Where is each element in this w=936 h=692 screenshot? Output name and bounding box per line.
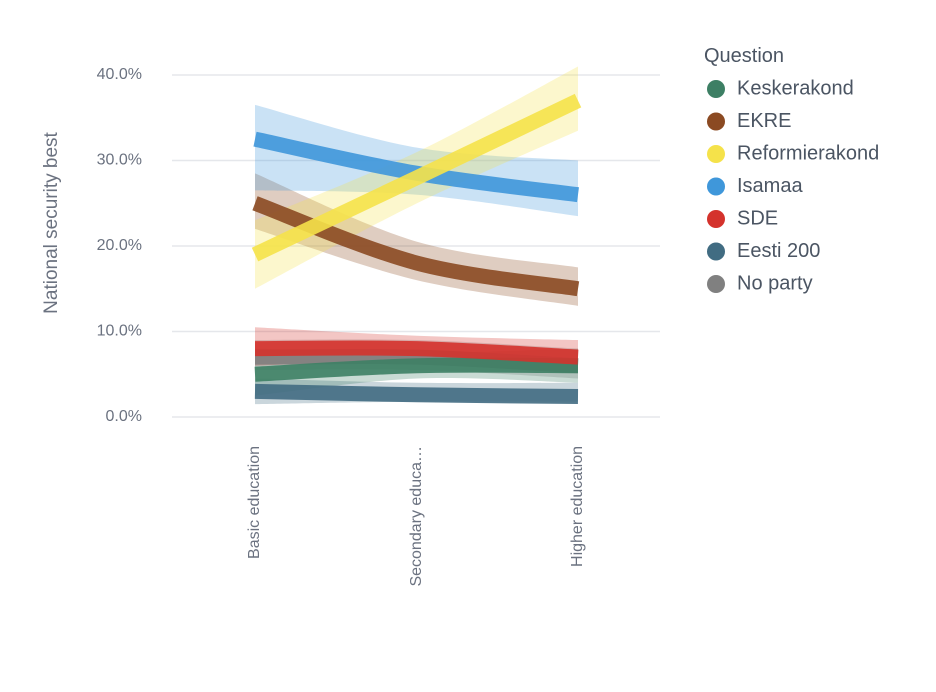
- x-tick-label: Higher education: [569, 446, 586, 567]
- x-tick-label: Secondary educa…: [408, 446, 425, 587]
- grid: [172, 74, 660, 418]
- legend-title: Question: [704, 45, 784, 67]
- legend-label: No party: [737, 272, 813, 294]
- legend-label: EKRE: [737, 110, 791, 132]
- legend-label: Reformierakond: [737, 142, 879, 164]
- x-tick-label: Basic education: [246, 446, 263, 559]
- legend-item-ekre: EKRE: [707, 110, 791, 132]
- legend-item-isamaa: Isamaa: [707, 175, 803, 197]
- legend-swatch: [707, 275, 725, 293]
- legend-swatch: [707, 177, 725, 196]
- legend-item-keskerakond: Keskerakond: [707, 77, 854, 99]
- line-sde: [254, 340, 579, 365]
- y-axis-ticks: 0.0% 10.0% 20.0% 30.0% 40.0%: [97, 66, 142, 425]
- line-ekre: [252, 196, 580, 297]
- line-reformierakond: [251, 93, 582, 262]
- legend-item-reformierakond: Reformierakond: [707, 142, 879, 164]
- legend-label: Keskerakond: [737, 77, 854, 99]
- legend-item-sde: SDE: [707, 207, 778, 229]
- y-tick-label: 20.0%: [97, 237, 142, 254]
- legend-swatch: [707, 210, 725, 228]
- legend-swatch: [707, 242, 725, 261]
- legend-item-no-party: No party: [707, 272, 813, 294]
- line-eesti-200: [254, 383, 579, 404]
- legend-items: Keskerakond EKRE Reformierakond Isamaa SDE Ee…: [707, 77, 879, 294]
- legend: Question Keskerakond EKRE Reformierakond Is…: [704, 45, 879, 294]
- y-tick-label: 10.0%: [97, 323, 142, 340]
- legend-swatch: [707, 80, 725, 98]
- y-tick-label: 40.0%: [97, 66, 142, 83]
- legend-label: Isamaa: [737, 175, 803, 197]
- y-tick-label: 30.0%: [97, 152, 142, 169]
- legend-swatch: [707, 145, 725, 163]
- legend-item-eesti-200: Eesti 200: [707, 240, 820, 262]
- legend-swatch: [707, 112, 725, 131]
- legend-label: SDE: [737, 207, 778, 229]
- series-lines: [251, 93, 582, 404]
- y-axis-label: National security best: [41, 131, 62, 313]
- x-axis-ticks: Basic education Secondary educa… Higher ed…: [246, 446, 586, 587]
- y-tick-label: 0.0%: [106, 408, 142, 425]
- legend-label: Eesti 200: [737, 240, 820, 262]
- line-keskerakond: [254, 357, 579, 382]
